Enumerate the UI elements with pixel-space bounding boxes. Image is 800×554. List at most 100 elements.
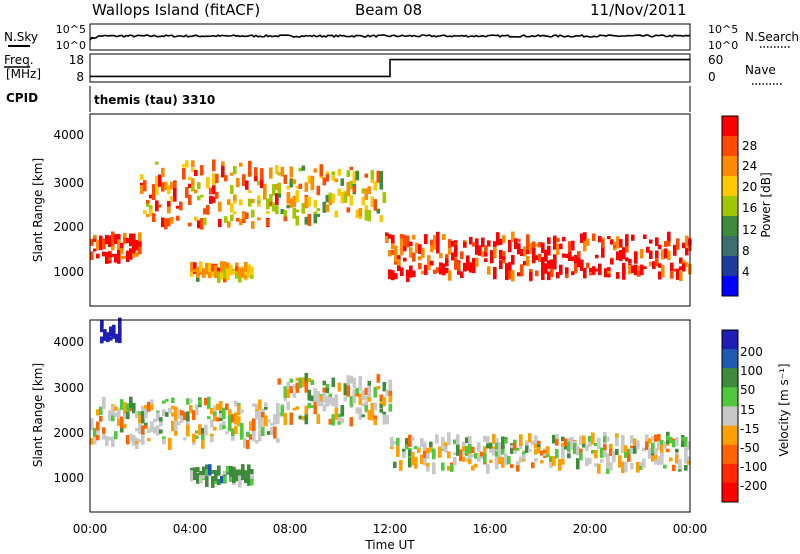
echo-cell (439, 267, 443, 275)
echo-cell (213, 426, 217, 431)
echo-cell (275, 193, 279, 206)
echo-cell (619, 250, 623, 262)
freq-panel-frame (89, 53, 691, 83)
echo-cell (465, 437, 469, 444)
echo-cell (343, 192, 348, 203)
echo-cell (182, 164, 186, 168)
echo-cell (490, 250, 494, 262)
echo-cell (316, 213, 321, 217)
echo-cell (421, 247, 425, 255)
echo-cell (516, 461, 520, 472)
echo-cell (232, 268, 236, 272)
echo-cell (474, 463, 478, 468)
echo-cell (447, 466, 451, 471)
echo-cell (192, 433, 196, 443)
echo-cell (197, 195, 201, 201)
echo-cell (155, 183, 159, 196)
echo-cell (370, 196, 375, 207)
echo-cell (415, 243, 419, 253)
echo-cell (549, 462, 553, 468)
echo-cell (598, 263, 602, 270)
echo-cell (349, 166, 354, 171)
echo-cell (237, 404, 241, 416)
echo-cell (208, 263, 212, 271)
echo-cell (207, 396, 211, 409)
echo-cell (457, 261, 461, 272)
echo-cell (486, 443, 490, 449)
echo-cell (204, 397, 208, 406)
echo-cell (541, 257, 545, 264)
echo-cell (673, 247, 677, 256)
echo-cell (577, 251, 581, 258)
echo-cell (610, 239, 614, 245)
echo-cell (229, 264, 233, 276)
echo-cell (120, 399, 124, 410)
echo-cell (475, 245, 479, 255)
echo-cell (143, 180, 147, 192)
echo-cell (358, 407, 363, 420)
colorbar-swatch (722, 176, 738, 197)
echo-cell (230, 172, 234, 176)
echo-cell (174, 431, 178, 436)
echo-cell (394, 273, 398, 280)
echo-cell (205, 262, 209, 275)
echo-cell (520, 248, 524, 253)
echo-cell (586, 238, 590, 246)
echo-cell (188, 194, 192, 205)
echo-cell (637, 265, 641, 271)
echo-cell (248, 170, 252, 177)
echo-cell (444, 442, 448, 447)
echo-cell (239, 199, 243, 206)
velocity-ytick-3000: 3000 (53, 381, 84, 395)
echo-cell (232, 473, 236, 483)
echo-cell (275, 205, 279, 215)
echo-cell (340, 191, 345, 204)
echo-cell (252, 418, 256, 429)
echo-cell (140, 174, 144, 180)
echo-cell (252, 427, 256, 432)
echo-cell (191, 181, 195, 192)
echo-cell (96, 253, 100, 259)
power-cbar-tick-16: 16 (742, 201, 757, 215)
noise-right-label: N.Search (745, 30, 799, 44)
echo-cell (547, 237, 551, 245)
echo-cell (199, 475, 203, 484)
echo-cell (295, 406, 300, 410)
echo-cell (502, 256, 506, 260)
echo-cell (217, 479, 221, 486)
echo-cell (675, 437, 679, 446)
echo-cell (217, 465, 221, 476)
echo-cell (310, 175, 315, 187)
echo-cell (468, 444, 472, 453)
echo-cell (667, 231, 671, 242)
echo-cell (349, 195, 354, 206)
echo-cell (480, 451, 484, 457)
echo-cell (390, 437, 394, 445)
echo-cell (454, 240, 458, 245)
power-ytick-4000: 4000 (53, 128, 84, 142)
echo-cell (93, 248, 97, 252)
echo-cell (283, 216, 288, 221)
echo-cell (334, 407, 339, 421)
echo-cell (286, 401, 291, 410)
echo-cell (400, 238, 404, 251)
velocity-cbar-tick-50: 50 (740, 383, 755, 397)
echo-cell (687, 441, 691, 450)
echo-cell (450, 464, 454, 472)
echo-cell (561, 458, 565, 465)
echo-cell (147, 438, 151, 442)
echo-cell (147, 401, 151, 412)
echo-cell (447, 432, 451, 445)
echo-cell (269, 194, 273, 205)
echo-cell (213, 411, 217, 416)
echo-cell (167, 206, 171, 214)
colorbar-swatch (722, 406, 738, 426)
echo-cell (675, 451, 679, 464)
echo-cell (328, 396, 333, 405)
echo-cell (580, 233, 584, 243)
echo-cell (591, 449, 595, 454)
echo-cell (682, 263, 686, 272)
echo-cell (132, 243, 136, 254)
echo-cell (313, 394, 318, 400)
echo-cell (229, 470, 233, 477)
